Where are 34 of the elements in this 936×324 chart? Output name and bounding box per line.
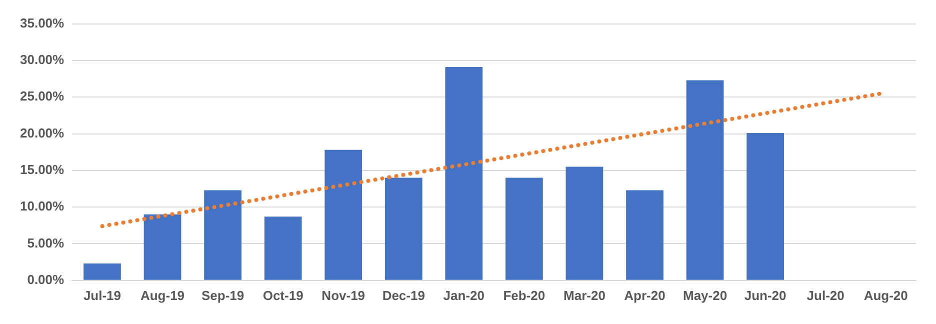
x-tick-label: Jul-20 [806,288,844,303]
x-tick-label: May-20 [682,288,728,303]
x-tick-label: Nov-19 [322,288,366,303]
x-tick-label: Sep-19 [201,288,244,303]
x-tick-label: Feb-20 [503,288,546,303]
bar [264,216,302,280]
bar [506,178,543,280]
x-tick-label: Jan-20 [443,288,485,303]
bar [746,133,784,280]
x-tick-label: Oct-19 [262,288,304,303]
bar [626,190,664,280]
bar [686,80,724,280]
y-tick-label: 35.00% [20,15,65,30]
y-tick-label: 20.00% [20,125,65,140]
x-tick-label: Jun-20 [744,288,786,303]
x-tick-label: Aug-20 [864,288,908,303]
y-tick-label: 15.00% [20,162,65,178]
x-tick-label: Jul-19 [83,288,122,303]
bar [144,214,182,280]
x-tick-label: Aug-19 [140,288,185,303]
x-tick-label: Mar-20 [564,288,606,303]
y-tick-label: 0.00% [27,272,65,287]
bar [445,67,483,280]
bar [204,190,242,280]
x-tick-label: Dec-19 [382,288,425,303]
y-tick-label: 5.00% [27,235,65,250]
bar [324,150,362,280]
y-tick-label: 10.00% [20,198,65,214]
bar [84,264,121,280]
y-tick-label: 30.00% [20,52,65,68]
bar [384,178,422,280]
y-tick-label: 25.00% [20,88,65,104]
x-tick-label: Apr-20 [624,288,666,303]
bar [566,166,604,280]
